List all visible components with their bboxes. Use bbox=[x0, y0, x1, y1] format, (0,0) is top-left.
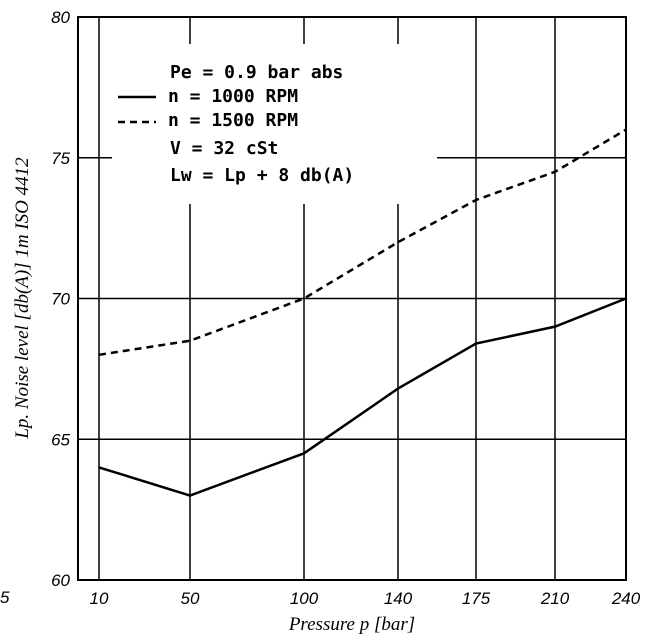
legend-n-1500: n = 1500 RPM bbox=[168, 110, 298, 131]
series-0-point-240 bbox=[625, 297, 627, 300]
y-tick-labels: 60 65 70 75 80 bbox=[51, 8, 70, 590]
series-layer bbox=[98, 128, 627, 497]
y-tick-75: 75 bbox=[51, 149, 70, 168]
legend-viscosity: V = 32 cSt bbox=[170, 138, 278, 159]
series-1-point-175 bbox=[475, 199, 477, 201]
series-0-point-210 bbox=[554, 325, 556, 328]
x-axis-title: Pressure p [bar] bbox=[288, 614, 415, 635]
series-1-point-240 bbox=[625, 128, 627, 131]
series-1-point-50 bbox=[189, 339, 191, 342]
series-1-point-10 bbox=[98, 354, 100, 356]
legend-box bbox=[112, 44, 437, 204]
y-axis-title: Lp. Noise level [db(A)] 1m ISO 4412 bbox=[12, 157, 33, 440]
legend-pe: Pe = 0.9 bar abs bbox=[170, 62, 343, 83]
series-0-point-50 bbox=[189, 494, 191, 497]
y-tick-65: 65 bbox=[51, 430, 70, 449]
y-tick-70: 70 bbox=[51, 290, 70, 309]
series-1-point-100 bbox=[303, 297, 305, 300]
series-0-point-100 bbox=[303, 452, 305, 455]
corner-label: 5 bbox=[0, 588, 10, 607]
x-tick-10: 10 bbox=[90, 589, 109, 608]
series-0-point-10 bbox=[98, 466, 100, 469]
series-0-point-175 bbox=[475, 342, 477, 345]
legend: Pe = 0.9 bar abs n = 1000 RPM n = 1500 R… bbox=[118, 62, 354, 186]
x-tick-50: 50 bbox=[181, 589, 200, 608]
x-tick-175: 175 bbox=[462, 589, 491, 608]
y-tick-80: 80 bbox=[51, 8, 70, 27]
x-tick-140: 140 bbox=[384, 589, 413, 608]
x-tick-100: 100 bbox=[290, 589, 319, 608]
series-1-point-140 bbox=[397, 241, 399, 243]
series-1-point-210 bbox=[554, 171, 556, 173]
legend-n-1000: n = 1000 RPM bbox=[168, 86, 298, 107]
series-line-solid bbox=[98, 297, 627, 497]
y-tick-60: 60 bbox=[51, 571, 70, 590]
series-0-point-140 bbox=[397, 387, 399, 390]
x-tick-240: 240 bbox=[611, 589, 641, 608]
x-tick-210: 210 bbox=[540, 589, 570, 608]
legend-lw: Lw = Lp + 8 db(A) bbox=[170, 165, 354, 186]
x-tick-labels: 10 50 100 140 175 210 240 bbox=[90, 589, 641, 608]
